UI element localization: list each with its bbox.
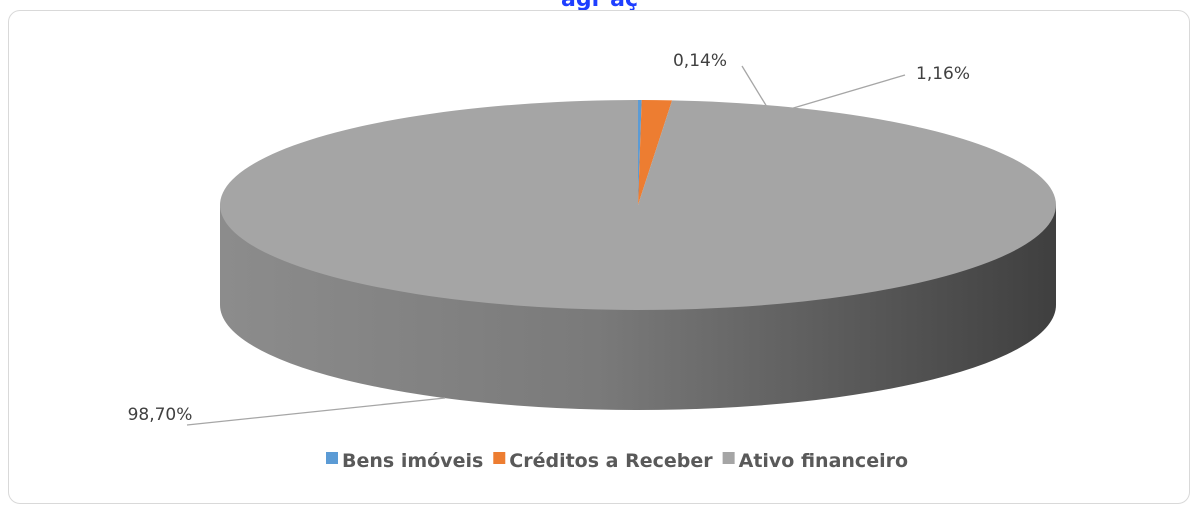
legend-label: Bens imóveis (342, 450, 483, 472)
leader-line (186, 397, 446, 426)
legend-label: Créditos a Receber (509, 450, 713, 472)
data-label: 1,16% (916, 64, 970, 84)
data-label: 0,14% (673, 51, 727, 71)
pie-slice-cr-ditos-a-receber (638, 100, 673, 205)
pie-slice-ativo-financeiro (220, 100, 1056, 310)
legend-label: Ativo financeiro (739, 450, 908, 472)
data-label: 98,70% (128, 405, 193, 425)
pie-slice-bens-im-veis (638, 100, 642, 205)
legend-swatch (722, 452, 735, 464)
legend-swatch (326, 452, 338, 464)
leader-line (789, 74, 906, 110)
legend-swatch (493, 452, 506, 464)
leader-line (741, 65, 768, 108)
chart-title-partial: agr aç (0, 0, 1199, 12)
